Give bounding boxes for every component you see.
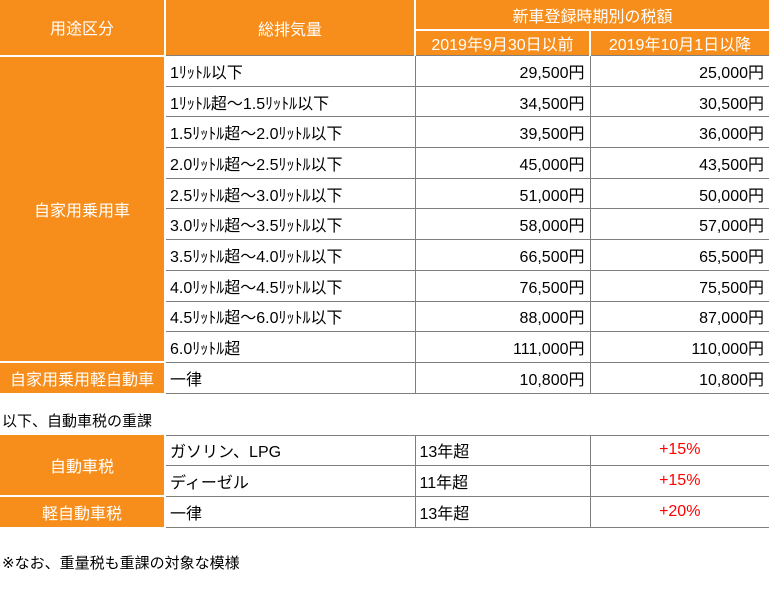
vehicle-age-cell: 13年超 xyxy=(414,495,591,528)
fuel-type-cell: 一律 xyxy=(164,495,416,528)
displacement-cell: 6.0ﾘｯﾄﾙ超 xyxy=(164,331,416,363)
tax-after-cell: 110,000円 xyxy=(589,331,769,363)
table-row: 自動車税 ガソリン、LPG 13年超 +15% xyxy=(0,434,769,498)
tax-after-cell: 65,500円 xyxy=(589,239,769,271)
table-row: 6.0ﾘｯﾄﾙ超 111,000円 110,000円 xyxy=(0,331,769,363)
displacement-cell: 1.5ﾘｯﾄﾙ超～2.0ﾘｯﾄﾙ以下 xyxy=(164,116,416,149)
table-row: 4.0ﾘｯﾄﾙ超～4.5ﾘｯﾄﾙ以下 76,500円 75,500円 xyxy=(0,269,769,302)
tax-after-cell: 36,000円 xyxy=(589,116,769,149)
before-date-header: 2019年9月30日以前 xyxy=(414,30,590,56)
usage-category-header: 用途区分 xyxy=(0,0,166,57)
tax-before-cell: 39,500円 xyxy=(414,116,591,149)
tax-after-cell: 25,000円 xyxy=(589,55,769,87)
fuel-type-cell: ガソリン、LPG xyxy=(164,434,416,467)
displacement-cell: 4.5ﾘｯﾄﾙ超～6.0ﾘｯﾄﾙ以下 xyxy=(164,300,416,333)
displacement-cell: 一律 xyxy=(164,361,416,394)
tax-before-cell: 66,500円 xyxy=(414,239,591,271)
displacement-cell: 4.0ﾘｯﾄﾙ超～4.5ﾘｯﾄﾙ以下 xyxy=(164,269,416,302)
table-row: 4.5ﾘｯﾄﾙ超～6.0ﾘｯﾄﾙ以下 88,000円 87,000円 xyxy=(0,300,769,333)
tax-before-cell: 51,000円 xyxy=(414,177,591,210)
displacement-cell: 2.5ﾘｯﾄﾙ超～3.0ﾘｯﾄﾙ以下 xyxy=(164,177,416,210)
tax-after-cell: 57,000円 xyxy=(589,208,769,241)
category-cell: 自動車税 xyxy=(0,435,166,498)
displacement-cell: 1ﾘｯﾄﾙ以下 xyxy=(164,55,416,87)
tax-after-cell: 50,000円 xyxy=(589,177,769,210)
after-date-header: 2019年10月1日以降 xyxy=(588,30,769,56)
tax-before-cell: 34,500円 xyxy=(414,85,591,118)
surcharge-caption: 以下、自動車税の重課 xyxy=(2,412,153,430)
table-row: 3.5ﾘｯﾄﾙ超～4.0ﾘｯﾄﾙ以下 66,500円 65,500円 xyxy=(0,239,769,271)
displacement-cell: 1ﾘｯﾄﾙ超～1.5ﾘｯﾄﾙ以下 xyxy=(164,85,416,118)
table-row: 2.5ﾘｯﾄﾙ超～3.0ﾘｯﾄﾙ以下 51,000円 50,000円 xyxy=(0,177,769,210)
category-cell: 自家用乗用軽自動車 xyxy=(0,361,166,394)
vehicle-age-cell: 13年超 xyxy=(414,434,591,467)
table-row: 2.0ﾘｯﾄﾙ超～2.5ﾘｯﾄﾙ以下 45,000円 43,500円 xyxy=(0,147,769,179)
displacement-cell: 3.5ﾘｯﾄﾙ超～4.0ﾘｯﾄﾙ以下 xyxy=(164,239,416,271)
tax-by-registration-header: 新車登録時期別の税額 xyxy=(413,0,769,31)
header-row-2: 2019年9月30日以前 2019年10月1日以降 xyxy=(0,30,769,56)
displacement-header: 総排気量 xyxy=(165,0,416,56)
table-row: 自家用乗用車 1ﾘｯﾄﾙ以下 29,500円 25,000円 xyxy=(0,54,769,364)
tax-before-cell: 10,800円 xyxy=(414,361,591,394)
tax-after-cell: 30,500円 xyxy=(589,85,769,118)
tax-after-cell: 87,000円 xyxy=(589,300,769,333)
tax-before-cell: 45,000円 xyxy=(414,147,591,179)
tax-after-cell: 43,500円 xyxy=(589,147,769,179)
category-cell: 軽自動車税 xyxy=(0,495,166,528)
displacement-cell: 2.0ﾘｯﾄﾙ超～2.5ﾘｯﾄﾙ以下 xyxy=(164,147,416,179)
tax-before-cell: 29,500円 xyxy=(414,55,591,87)
vehicle-tax-table: 用途区分 総排気量 新車登録時期別の税額 2019年9月30日以前 2019年1… xyxy=(0,0,769,394)
surcharge-table-body: 自動車税 ガソリン、LPG 13年超 +15% ディーゼル 11年超 +15% 軽… xyxy=(0,434,769,528)
tax-after-cell: 10,800円 xyxy=(589,361,769,394)
surcharge-rate-cell: +15% xyxy=(589,434,769,467)
tax-before-cell: 58,000円 xyxy=(414,208,591,241)
tax-after-cell: 75,500円 xyxy=(589,269,769,302)
vehicle-tax-table-header: 用途区分 総排気量 新車登録時期別の税額 2019年9月30日以前 2019年1… xyxy=(0,0,769,57)
tax-before-cell: 111,000円 xyxy=(414,331,591,363)
category-cell: 自家用乗用車 xyxy=(0,54,166,364)
table-row: 自家用乗用軽自動車 一律 10,800円 10,800円 xyxy=(0,361,769,394)
vehicle-age-cell: 11年超 xyxy=(414,465,591,497)
table-row: 1ﾘｯﾄﾙ超～1.5ﾘｯﾄﾙ以下 34,500円 30,500円 xyxy=(0,85,769,118)
fuel-type-cell: ディーゼル xyxy=(164,465,416,497)
surcharge-table: 自動車税 ガソリン、LPG 13年超 +15% ディーゼル 11年超 +15% 軽… xyxy=(0,434,769,528)
table-row: 3.0ﾘｯﾄﾙ超～3.5ﾘｯﾄﾙ以下 58,000円 57,000円 xyxy=(0,208,769,241)
vehicle-tax-table-body: 自家用乗用車 1ﾘｯﾄﾙ以下 29,500円 25,000円 1ﾘｯﾄﾙ超～1.5… xyxy=(0,54,769,394)
table-row: ディーゼル 11年超 +15% xyxy=(0,465,769,497)
tax-before-cell: 76,500円 xyxy=(414,269,591,302)
table-row: 軽自動車税 一律 13年超 +20% xyxy=(0,495,769,528)
header-row-1: 用途区分 総排気量 新車登録時期別の税額 xyxy=(0,0,769,57)
surcharge-rate-cell: +15% xyxy=(589,465,769,497)
displacement-cell: 3.0ﾘｯﾄﾙ超～3.5ﾘｯﾄﾙ以下 xyxy=(164,208,416,241)
weight-tax-footnote: ※なお、重量税も重課の対象な模様 xyxy=(2,554,240,572)
table-row: 1.5ﾘｯﾄﾙ超～2.0ﾘｯﾄﾙ以下 39,500円 36,000円 xyxy=(0,116,769,149)
surcharge-rate-cell: +20% xyxy=(589,495,769,528)
tax-before-cell: 88,000円 xyxy=(414,300,591,333)
